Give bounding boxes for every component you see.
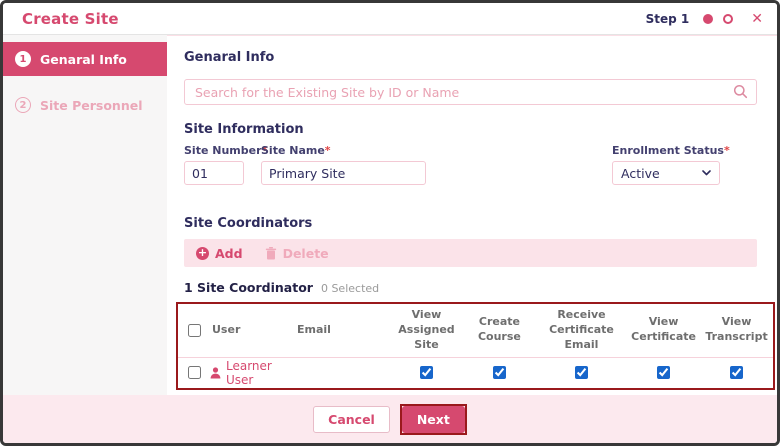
column-header-receive-certificate-email: Receive Certificate Email bbox=[549, 308, 614, 351]
user-link[interactable]: Learner User bbox=[210, 359, 295, 387]
coordinators-toolbar: + Add Delete bbox=[184, 239, 757, 267]
site-number-label: Site Number* bbox=[184, 144, 268, 157]
enrollment-status-label: Enrollment Status* bbox=[612, 144, 730, 157]
site-search bbox=[184, 79, 757, 105]
trash-icon bbox=[265, 246, 277, 260]
select-all-checkbox[interactable] bbox=[187, 323, 201, 337]
delete-coordinator-button[interactable]: Delete bbox=[265, 246, 329, 261]
column-header-email: Email bbox=[297, 322, 331, 336]
receive-certificate-email-checkbox[interactable] bbox=[575, 366, 588, 380]
step-number-badge: 2 bbox=[15, 97, 31, 113]
modal-body: 1 Genaral Info 2 Site Personnel Genaral … bbox=[3, 35, 777, 395]
site-name-label: Site Name* bbox=[261, 144, 331, 157]
site-coordinators-heading: Site Coordinators bbox=[184, 216, 313, 231]
close-icon[interactable]: ✕ bbox=[751, 10, 763, 27]
perm-view-transcript-cell bbox=[700, 366, 773, 380]
search-icon bbox=[733, 84, 748, 99]
site-name-field: Site Name* bbox=[261, 144, 426, 185]
modal-title: Create Site bbox=[22, 9, 119, 28]
coordinator-count-row: 1 Site Coordinator 0 Selected bbox=[184, 280, 757, 295]
cancel-button[interactable]: Cancel bbox=[313, 405, 390, 433]
enrollment-status-value: Active bbox=[621, 165, 660, 181]
step-dot-active bbox=[703, 13, 714, 24]
add-coordinator-button[interactable]: + Add bbox=[196, 246, 243, 261]
site-information-heading: Site Information bbox=[184, 122, 304, 137]
view-certificate-checkbox[interactable] bbox=[657, 366, 671, 380]
coordinators-table-annotation-box: User Email View Assigned Site Create Cou… bbox=[176, 302, 775, 390]
step-label: Step 1 bbox=[645, 11, 690, 26]
sidebar-item-label: Genaral Info bbox=[40, 51, 127, 67]
column-header-view-assigned-site: View Assigned Site bbox=[398, 308, 455, 351]
column-header-create-course: Create Course bbox=[477, 315, 521, 344]
perm-create-course-cell bbox=[463, 366, 536, 380]
user-name: Learner User bbox=[226, 358, 272, 387]
column-header-view-transcript: View Transcript bbox=[705, 315, 768, 344]
plus-circle-icon: + bbox=[196, 245, 209, 260]
person-icon bbox=[210, 366, 221, 379]
modal-footer: Cancel Next bbox=[3, 395, 777, 443]
sidebar-item-label: Site Personnel bbox=[40, 97, 143, 113]
enrollment-status-field: Enrollment Status* Active bbox=[612, 144, 730, 185]
add-button-label: Add bbox=[215, 245, 243, 261]
column-header-view-certificate: View Certificate bbox=[631, 315, 696, 344]
user-cell: Learner User bbox=[210, 359, 295, 387]
site-information-fields: Site Number* Site Name* Enrollment Statu… bbox=[184, 144, 757, 185]
perm-view-certificate-cell bbox=[627, 366, 700, 380]
perm-receive-certificate-email-cell bbox=[536, 366, 627, 380]
site-number-field: Site Number* bbox=[184, 144, 268, 185]
next-button-annotation-box: Next bbox=[399, 403, 467, 435]
enrollment-status-select[interactable]: Active bbox=[612, 161, 720, 185]
coordinator-count: 1 Site Coordinator bbox=[184, 280, 313, 295]
table-header-row: User Email View Assigned Site Create Cou… bbox=[178, 304, 773, 358]
sidebar-item-general-info[interactable]: 1 Genaral Info bbox=[3, 42, 167, 76]
chevron-down-icon bbox=[702, 170, 711, 176]
step-dot-inactive bbox=[723, 13, 734, 24]
create-course-checkbox[interactable] bbox=[492, 366, 506, 380]
site-number-input[interactable] bbox=[184, 161, 244, 185]
view-assigned-site-checkbox[interactable] bbox=[419, 366, 433, 380]
site-search-input[interactable] bbox=[184, 79, 757, 105]
row-select-checkbox[interactable] bbox=[187, 366, 201, 380]
next-button[interactable]: Next bbox=[401, 405, 465, 433]
selected-count: 0 Selected bbox=[320, 282, 380, 295]
wizard-sidebar: 1 Genaral Info 2 Site Personnel bbox=[3, 35, 167, 395]
perm-view-assigned-site-cell bbox=[390, 366, 463, 380]
step-indicator: Step 1 ✕ bbox=[646, 12, 763, 26]
header-checkbox-cell bbox=[178, 323, 210, 337]
column-header-user: User bbox=[212, 322, 241, 336]
modal-header: Create Site Step 1 ✕ bbox=[3, 3, 777, 35]
main-content: Genaral Info Site Information Site Numbe… bbox=[167, 35, 777, 395]
delete-button-label: Delete bbox=[282, 245, 329, 261]
step-number-badge: 1 bbox=[15, 51, 31, 67]
view-transcript-checkbox[interactable] bbox=[730, 366, 744, 380]
site-name-input[interactable] bbox=[261, 161, 426, 185]
row-checkbox-cell bbox=[178, 366, 210, 380]
general-info-heading: Genaral Info bbox=[184, 50, 275, 65]
table-row: Learner User bbox=[178, 358, 773, 388]
sidebar-item-site-personnel[interactable]: 2 Site Personnel bbox=[3, 88, 167, 122]
